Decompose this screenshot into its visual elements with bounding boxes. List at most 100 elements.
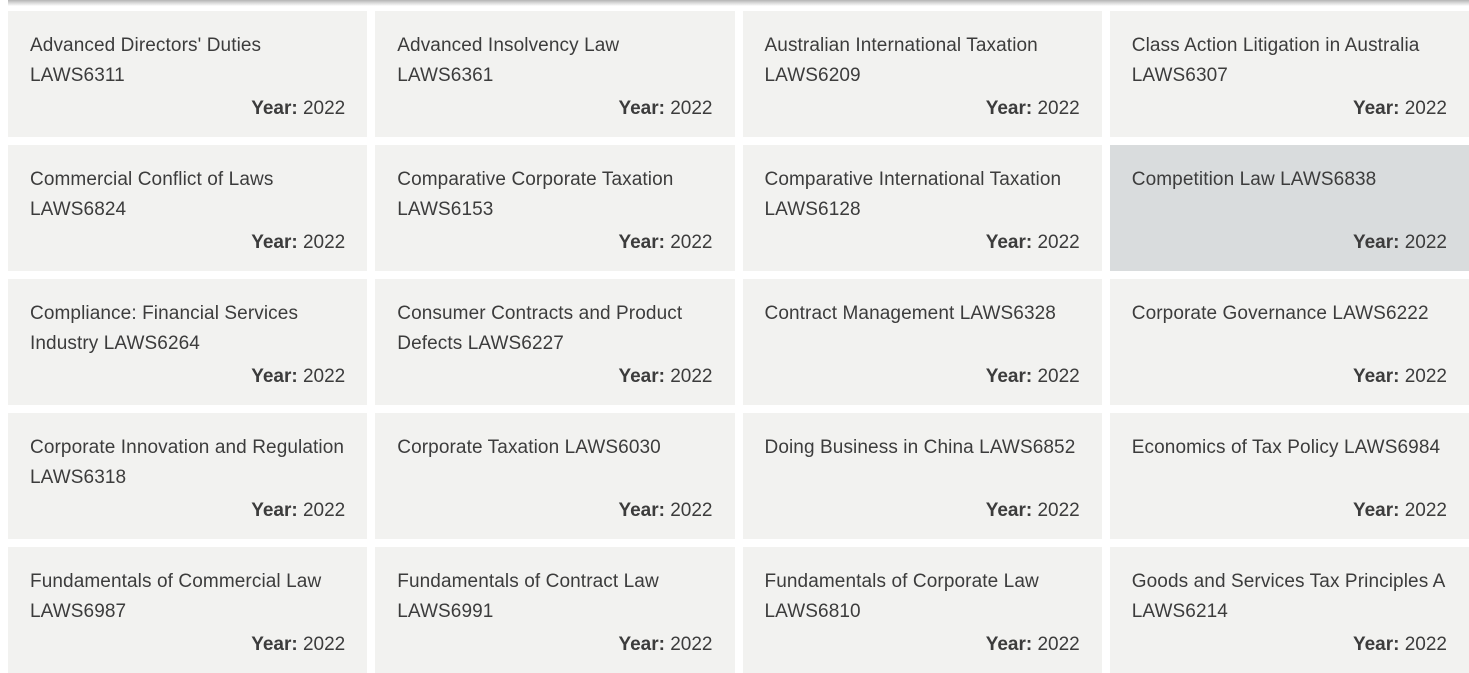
year-label: Year: (1352, 500, 1400, 521)
course-title: Class Action Litigation in Australia LAW… (1131, 35, 1420, 86)
course-year: Year: 2022 (397, 631, 712, 659)
course-year: Year: 2022 (765, 631, 1080, 659)
year-value: 2022 (1037, 366, 1080, 387)
course-title: Economics of Tax Policy LAWS6984 (1131, 437, 1441, 458)
course-title: Comparative International Taxation LAWS6… (764, 169, 1062, 220)
year-label: Year: (618, 232, 665, 253)
course-card[interactable]: Contract Management LAWS6328 Year: 2022 (742, 279, 1102, 405)
year-label: Year: (618, 98, 665, 119)
course-card[interactable]: Fundamentals of Commercial Law LAWS6987 … (8, 547, 368, 673)
year-label: Year: (618, 500, 665, 521)
course-year: Year: 2022 (397, 229, 712, 257)
course-year: Year: 2022 (397, 95, 712, 123)
course-card[interactable]: Comparative Corporate Taxation LAWS6153 … (375, 145, 735, 271)
course-title: Contract Management LAWS6328 (764, 303, 1056, 324)
course-year: Year: 2022 (397, 363, 712, 391)
course-year: Year: 2022 (1132, 363, 1447, 391)
course-card[interactable]: Advanced Directors' Duties LAWS6311 Year… (8, 11, 368, 137)
year-value: 2022 (670, 634, 713, 655)
course-year: Year: 2022 (1132, 631, 1447, 659)
course-year: Year: 2022 (765, 95, 1080, 123)
course-title: Corporate Governance LAWS6222 (1131, 303, 1429, 324)
year-label: Year: (985, 232, 1033, 253)
course-year: Year: 2022 (1132, 229, 1447, 257)
course-title: Advanced Directors' Duties LAWS6311 (30, 35, 262, 86)
course-title: Advanced Insolvency Law LAWS6361 (397, 35, 620, 86)
course-title: Goods and Services Tax Principles A LAWS… (1131, 571, 1445, 622)
year-value: 2022 (302, 232, 346, 253)
year-label: Year: (251, 634, 298, 655)
course-title: Compliance: Financial Services Industry … (30, 303, 299, 354)
year-value: 2022 (302, 634, 346, 655)
course-card[interactable]: Comparative International Taxation LAWS6… (742, 145, 1102, 271)
year-label: Year: (1352, 98, 1400, 119)
year-value: 2022 (1037, 98, 1080, 119)
course-card[interactable]: Commercial Conflict of Laws LAWS6824 Yea… (8, 145, 368, 271)
course-title: Corporate Innovation and Regulation LAWS… (30, 437, 345, 488)
course-title: Australian International Taxation LAWS62… (764, 35, 1038, 86)
course-year: Year: 2022 (765, 363, 1080, 391)
year-value: 2022 (670, 500, 713, 521)
year-value: 2022 (1037, 634, 1080, 655)
course-card[interactable]: Economics of Tax Policy LAWS6984 Year: 2… (1109, 413, 1469, 539)
course-year: Year: 2022 (30, 497, 345, 525)
course-card[interactable]: Corporate Governance LAWS6222 Year: 2022 (1109, 279, 1469, 405)
year-label: Year: (985, 634, 1033, 655)
year-value: 2022 (1404, 500, 1447, 521)
year-label: Year: (618, 634, 665, 655)
course-year: Year: 2022 (30, 229, 345, 257)
year-label: Year: (1352, 366, 1400, 387)
course-card[interactable]: Competition Law LAWS6838 Year: 2022 (1109, 145, 1469, 271)
course-year: Year: 2022 (397, 497, 712, 525)
year-value: 2022 (670, 366, 713, 387)
course-card[interactable]: Goods and Services Tax Principles A LAWS… (1109, 547, 1469, 673)
year-value: 2022 (1037, 500, 1080, 521)
year-value: 2022 (302, 366, 346, 387)
course-year: Year: 2022 (30, 95, 345, 123)
course-title: Competition Law LAWS6838 (1131, 169, 1377, 190)
year-label: Year: (1352, 634, 1400, 655)
year-value: 2022 (1037, 232, 1080, 253)
year-value: 2022 (670, 232, 713, 253)
year-value: 2022 (302, 98, 346, 119)
course-year: Year: 2022 (765, 229, 1080, 257)
course-title: Corporate Taxation LAWS6030 (397, 437, 661, 458)
course-card[interactable]: Fundamentals of Contract Law LAWS6991 Ye… (375, 547, 735, 673)
course-year: Year: 2022 (30, 363, 345, 391)
year-label: Year: (1352, 232, 1400, 253)
course-card[interactable]: Class Action Litigation in Australia LAW… (1109, 11, 1469, 137)
course-title: Fundamentals of Commercial Law LAWS6987 (30, 571, 322, 622)
year-label: Year: (985, 500, 1033, 521)
year-label: Year: (251, 500, 298, 521)
year-value: 2022 (1404, 98, 1447, 119)
course-year: Year: 2022 (1132, 497, 1447, 525)
course-title: Commercial Conflict of Laws LAWS6824 (30, 169, 274, 220)
course-card[interactable]: Corporate Taxation LAWS6030 Year: 2022 (375, 413, 735, 539)
course-year: Year: 2022 (765, 497, 1080, 525)
course-year: Year: 2022 (1132, 95, 1447, 123)
course-card[interactable]: Consumer Contracts and Product Defects L… (375, 279, 735, 405)
year-value: 2022 (302, 500, 346, 521)
course-card[interactable]: Corporate Innovation and Regulation LAWS… (8, 413, 368, 539)
year-value: 2022 (670, 98, 713, 119)
year-label: Year: (251, 232, 298, 253)
course-card[interactable]: Compliance: Financial Services Industry … (8, 279, 368, 405)
course-card[interactable]: Advanced Insolvency Law LAWS6361 Year: 2… (375, 11, 735, 137)
year-label: Year: (618, 366, 665, 387)
course-title: Doing Business in China LAWS6852 (764, 437, 1076, 458)
year-label: Year: (985, 366, 1033, 387)
course-title: Comparative Corporate Taxation LAWS6153 (397, 169, 674, 220)
course-card[interactable]: Australian International Taxation LAWS62… (742, 11, 1102, 137)
course-card[interactable]: Doing Business in China LAWS6852 Year: 2… (742, 413, 1102, 539)
course-title: Consumer Contracts and Product Defects L… (397, 303, 683, 354)
year-value: 2022 (1404, 366, 1447, 387)
course-card[interactable]: Fundamentals of Corporate Law LAWS6810 Y… (742, 547, 1102, 673)
course-title: Fundamentals of Contract Law LAWS6991 (397, 571, 659, 622)
year-label: Year: (251, 366, 298, 387)
year-value: 2022 (1404, 634, 1447, 655)
year-value: 2022 (1404, 232, 1447, 253)
year-label: Year: (985, 98, 1033, 119)
course-year: Year: 2022 (30, 631, 345, 659)
course-title: Fundamentals of Corporate Law LAWS6810 (764, 571, 1039, 622)
